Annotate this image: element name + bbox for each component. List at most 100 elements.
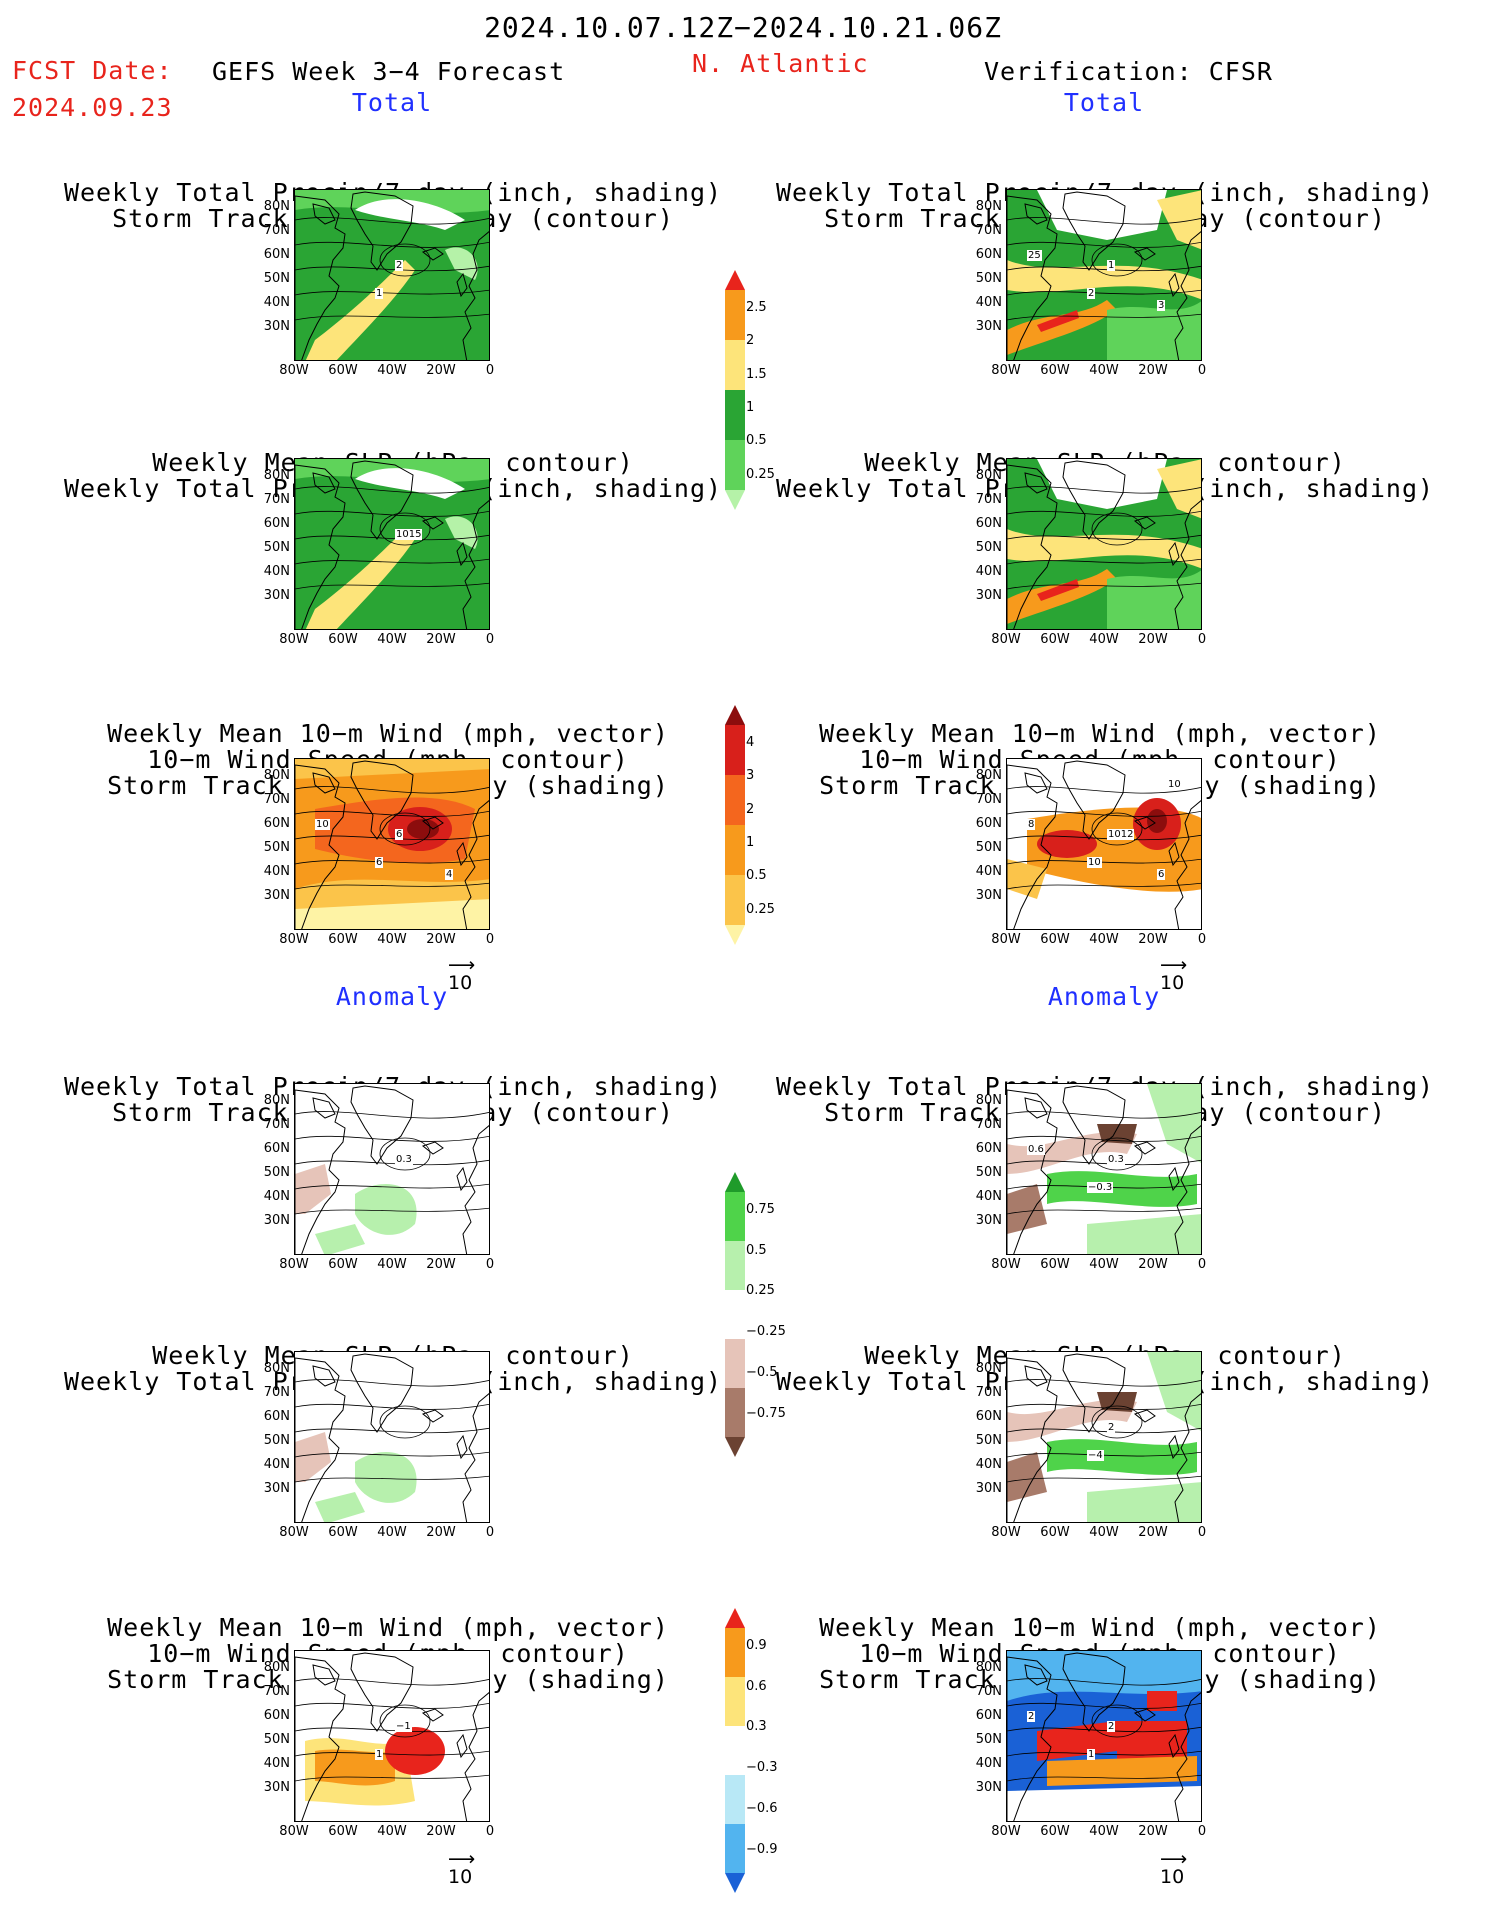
lat-tick-label: 70N <box>975 1117 1002 1132</box>
lon-tick-label: 40W <box>377 363 407 378</box>
date-range-title: 2024.10.07.12Z−2024.10.21.06Z <box>484 11 1002 44</box>
lon-tick-label: 0 <box>485 1257 495 1272</box>
lat-tick-label: 80N <box>975 768 1002 783</box>
colorbar-track-anom <box>724 1608 746 1897</box>
lat-tick-label: 80N <box>975 1660 1002 1675</box>
contour-label: 6 <box>375 857 384 868</box>
region-title: N. Atlantic <box>692 49 869 78</box>
lon-tick-label: 80W <box>991 932 1021 947</box>
lat-tick-label: 70N <box>975 492 1002 507</box>
lon-tick-label: 80W <box>279 932 309 947</box>
lon-tick-label: 80W <box>279 1257 309 1272</box>
section-anomaly-right: Anomaly <box>1047 982 1161 1011</box>
contour-label: 10 <box>1167 779 1182 790</box>
lat-tick-label: 30N <box>263 1481 290 1496</box>
lat-tick-label: 50N <box>263 540 290 555</box>
lon-tick-label: 60W <box>328 632 358 647</box>
map-panel-ob-slp-total <box>1006 458 1202 630</box>
contour-label: 1 <box>1087 1749 1096 1760</box>
lat-tick-label: 40N <box>975 295 1002 310</box>
lon-tick-label: 80W <box>279 1525 309 1540</box>
contour-label: 1015 <box>395 529 423 540</box>
vector-ref-fc-anom: ⟶ 10 <box>448 1848 475 1889</box>
contour-label: 0.3 <box>1107 1154 1125 1165</box>
lat-tick-label: 60N <box>975 247 1002 262</box>
lat-tick-label: 40N <box>263 864 290 879</box>
map-panel-ob-precip-total: 1 2 25 3 <box>1006 189 1202 361</box>
lon-tick-label: 80W <box>279 363 309 378</box>
lon-tick-label: 60W <box>1040 932 1070 947</box>
lon-tick-label: 0 <box>1197 1824 1207 1839</box>
lat-tick-label: 80N <box>263 1093 290 1108</box>
contour-label: 6 <box>1157 869 1166 880</box>
colorbar-label: 0.3 <box>746 1719 767 1735</box>
lat-tick-label: 30N <box>263 588 290 603</box>
lat-tick-label: 30N <box>975 888 1002 903</box>
lon-tick-label: 80W <box>279 632 309 647</box>
lat-tick-label: 70N <box>975 223 1002 238</box>
lat-tick-label: 80N <box>263 468 290 483</box>
lon-tick-label: 0 <box>1197 363 1207 378</box>
lat-tick-label: 50N <box>263 840 290 855</box>
lat-tick-label: 80N <box>263 768 290 783</box>
lon-tick-label: 60W <box>1040 1525 1070 1540</box>
lon-tick-label: 20W <box>1138 1257 1168 1272</box>
contour-label: 2 <box>1107 1721 1116 1732</box>
vector-ref-ob-total: ⟶ 10 <box>1160 954 1187 995</box>
lat-tick-label: 50N <box>263 1165 290 1180</box>
colorbar-label: 3 <box>746 768 755 784</box>
lat-tick-label: 30N <box>975 1780 1002 1795</box>
contour-label: 1 <box>375 1749 384 1760</box>
lon-tick-label: 60W <box>328 363 358 378</box>
colorbar-label: −0.5 <box>746 1365 778 1381</box>
vector-ref-fc-total: ⟶ 10 <box>448 954 475 995</box>
colorbar-label: 2 <box>746 333 755 349</box>
lat-tick-label: 80N <box>975 1361 1002 1376</box>
lat-tick-label: 40N <box>263 295 290 310</box>
colorbar-label: 1.5 <box>746 366 767 382</box>
colorbar-track-total <box>724 705 746 949</box>
fcst-date-label: FCST Date: <box>12 56 173 85</box>
lon-tick-label: 40W <box>1089 1525 1119 1540</box>
lat-tick-label: 80N <box>975 199 1002 214</box>
lat-tick-label: 30N <box>975 319 1002 334</box>
lon-tick-label: 20W <box>1138 363 1168 378</box>
lat-tick-label: 40N <box>975 1457 1002 1472</box>
colorbar-label: 1 <box>746 835 755 850</box>
colorbar-label: −0.75 <box>746 1405 786 1421</box>
contour-label: 4 <box>445 869 454 880</box>
lat-tick-label: 60N <box>263 516 290 531</box>
forecast-title: GEFS Week 3−4 Forecast <box>212 57 566 86</box>
lon-tick-label: 0 <box>485 632 495 647</box>
lat-tick-label: 30N <box>975 588 1002 603</box>
colorbar-precip-anom <box>724 1172 746 1461</box>
lon-tick-label: 80W <box>991 1525 1021 1540</box>
map-panel-ob-wind-anom: 2 1 2 <box>1006 1650 1202 1822</box>
lon-tick-label: 60W <box>328 1257 358 1272</box>
map-panel-fc-slp-total: 1015 <box>294 458 490 630</box>
contour-label: −0.3 <box>1087 1182 1114 1193</box>
colorbar-label: −0.9 <box>746 1841 778 1857</box>
lat-tick-label: 40N <box>263 1457 290 1472</box>
lon-tick-label: 80W <box>991 632 1021 647</box>
verification-title: Verification: CFSR <box>984 57 1273 86</box>
contour-label: 8 <box>1027 819 1036 830</box>
lat-tick-label: 70N <box>263 1385 290 1400</box>
contour-label: 1 <box>1107 260 1116 271</box>
lon-tick-label: 20W <box>1138 932 1168 947</box>
lon-tick-label: 60W <box>1040 632 1070 647</box>
lon-tick-label: 20W <box>426 363 456 378</box>
lat-tick-label: 40N <box>975 1756 1002 1771</box>
lon-tick-label: 0 <box>1197 1525 1207 1540</box>
lon-tick-label: 60W <box>1040 1824 1070 1839</box>
lat-tick-label: 50N <box>263 1433 290 1448</box>
lon-tick-label: 80W <box>991 1257 1021 1272</box>
lon-tick-label: 60W <box>328 1525 358 1540</box>
lat-tick-label: 60N <box>263 247 290 262</box>
contour-label: 10 <box>1087 857 1102 868</box>
lat-tick-label: 70N <box>263 1117 290 1132</box>
lat-tick-label: 40N <box>263 564 290 579</box>
lon-tick-label: 60W <box>328 932 358 947</box>
contour-label: 10 <box>315 819 330 830</box>
